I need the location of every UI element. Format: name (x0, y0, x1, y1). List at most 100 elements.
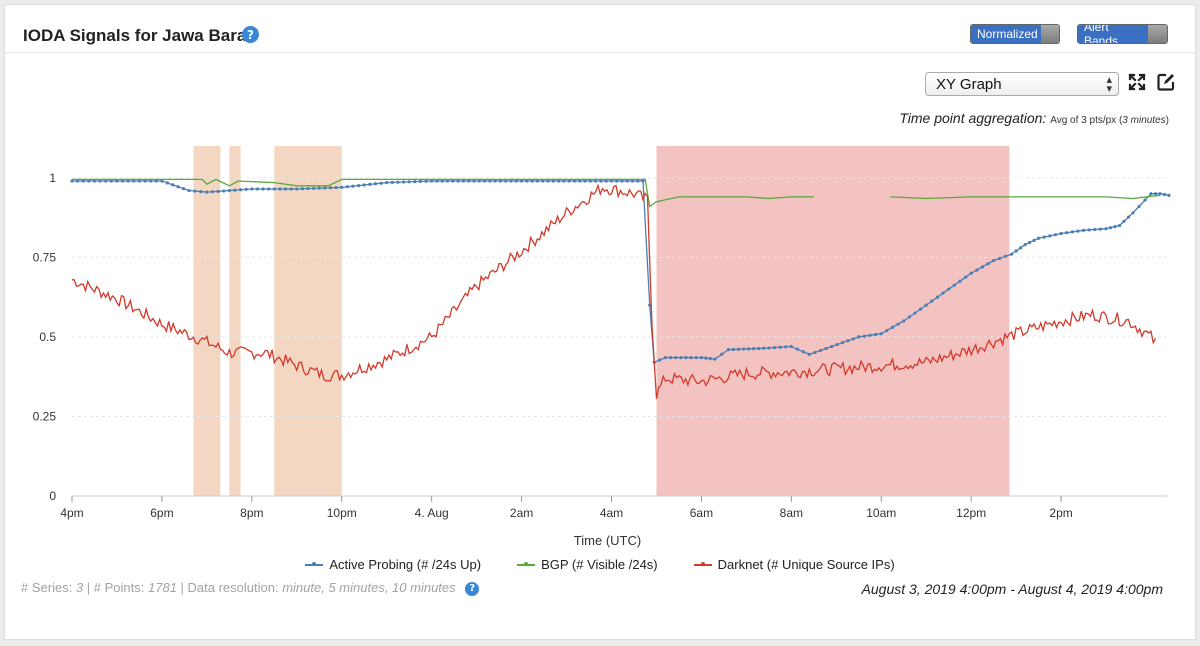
series-point (1059, 231, 1063, 236)
series-point (958, 279, 962, 283)
series-point (368, 182, 372, 186)
x-tick-label: 8am (780, 506, 803, 520)
series-point (1104, 227, 1108, 231)
x-tick-label: 12pm (956, 506, 986, 520)
series-point (283, 187, 288, 191)
series-point (504, 179, 508, 183)
series-count-label: # Series: (21, 580, 73, 595)
series-point (752, 347, 756, 351)
series-point (1070, 230, 1074, 234)
series-point (165, 181, 169, 185)
series-point (205, 190, 209, 194)
series-point (396, 180, 400, 184)
series-point (992, 258, 996, 263)
series-point (126, 179, 130, 183)
series-point (720, 352, 724, 357)
series-point (818, 348, 823, 353)
series-point (535, 179, 540, 183)
x-tick-label: 10pm (327, 506, 357, 520)
series-point (807, 352, 811, 357)
series-point (424, 179, 428, 183)
series-point (679, 355, 683, 360)
alert-band-warning (193, 146, 221, 496)
series-point (143, 179, 147, 183)
series-point (115, 179, 119, 183)
series-point (514, 179, 518, 183)
series-point (255, 187, 260, 191)
aggregation-label: Time point aggregation: (899, 110, 1047, 126)
series-line (72, 183, 1157, 399)
series-point (530, 179, 534, 183)
series-point (317, 186, 321, 190)
legend-item[interactable]: Active Probing (# /24s Up) (305, 557, 481, 572)
series-point (199, 190, 203, 194)
series-point (588, 179, 592, 183)
series-point (132, 179, 136, 183)
legend-swatch (693, 561, 712, 566)
series-point (525, 179, 529, 183)
series-point (1167, 193, 1171, 197)
select-arrows-icon: ▴ ▾ (1106, 73, 1112, 95)
series-point (935, 295, 940, 299)
x-tick-label: 2am (510, 506, 533, 520)
alert-bands-toggle-label: Alert Bands (1078, 25, 1148, 43)
series-point (519, 179, 524, 183)
series-point (648, 303, 652, 307)
graph-type-select[interactable]: XY Graph ▴ ▾ (925, 72, 1119, 96)
points-count-value: 1781 (148, 580, 177, 595)
series-point (278, 187, 282, 191)
series-point (947, 287, 951, 291)
toggle-knob (1147, 25, 1167, 43)
series-point (641, 179, 645, 183)
normalized-toggle[interactable]: Normalized (970, 24, 1060, 44)
series-point (658, 358, 662, 362)
series-point (227, 188, 231, 193)
series-point (941, 291, 945, 295)
series-point (498, 179, 503, 183)
series-point (741, 347, 746, 351)
series-point (109, 179, 113, 183)
series-point (193, 189, 197, 193)
resolution-label: Data resolution: (187, 580, 279, 595)
series-point (81, 179, 85, 183)
series-point (104, 179, 108, 183)
series-point (467, 179, 471, 183)
series-point (784, 345, 788, 349)
series-point (1143, 198, 1147, 202)
series-point (846, 339, 850, 343)
series-point (1010, 252, 1014, 256)
series-point (267, 187, 271, 191)
series-point (289, 187, 293, 191)
y-tick-label: 0 (49, 489, 56, 503)
series-point (1065, 231, 1069, 235)
series-point (435, 179, 439, 183)
expand-icon[interactable] (1127, 72, 1147, 92)
series-point (1131, 211, 1135, 215)
series-point (181, 187, 186, 191)
aggregation-detail: Avg of 3 pts/px (3 minutes) (1050, 115, 1169, 126)
series-point (1023, 243, 1027, 247)
legend-swatch (305, 561, 324, 566)
legend-item[interactable]: BGP (# Visible /24s) (517, 557, 658, 572)
series-point (1014, 249, 1018, 253)
series-point (557, 179, 561, 183)
series-point (92, 179, 97, 183)
series-point (879, 332, 883, 336)
series-point (551, 179, 555, 183)
series-point (772, 346, 777, 350)
legend-item[interactable]: Darknet (# Unique Source IPs) (693, 557, 895, 572)
series-point (726, 348, 730, 352)
series-point (609, 179, 614, 183)
series-point (351, 184, 355, 188)
question-circle-icon[interactable]: ? (242, 26, 259, 43)
series-point (1028, 240, 1032, 245)
edit-external-icon[interactable] (1156, 72, 1176, 92)
series-count-value: 3 (75, 580, 84, 595)
series-point (171, 183, 175, 187)
alert-bands-toggle[interactable]: Alert Bands (1077, 24, 1168, 44)
series-point (757, 346, 761, 351)
series-point (210, 190, 215, 194)
series-point (1004, 254, 1008, 258)
series-point (87, 179, 91, 183)
question-circle-icon[interactable]: ? (465, 581, 480, 596)
